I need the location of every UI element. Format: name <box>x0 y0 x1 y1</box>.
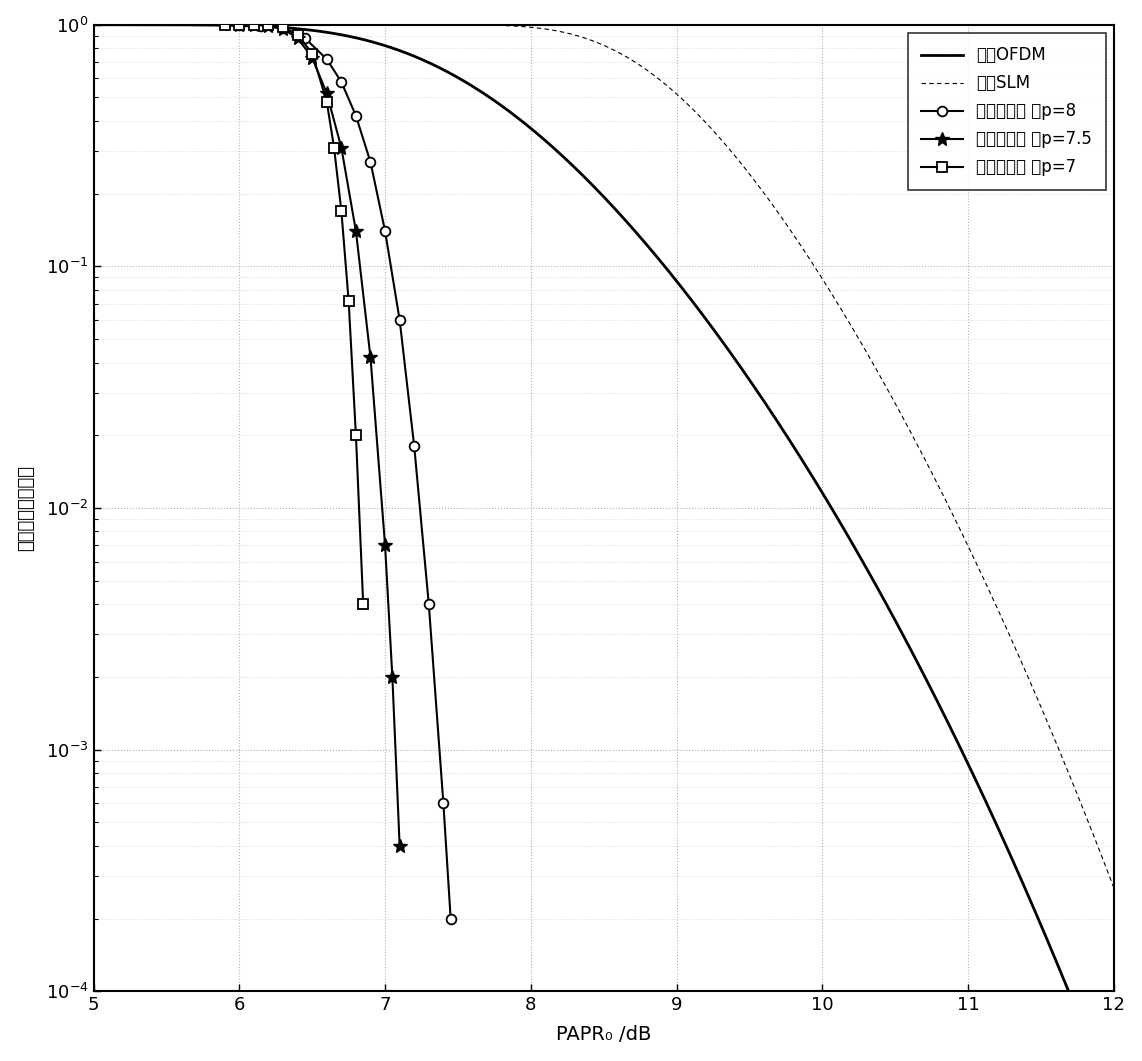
本发明方案 当p=7.5 <box>363 351 377 364</box>
本发明方案 当p=8 <box>393 314 407 327</box>
本发明方案 当p=8 <box>335 75 348 88</box>
本发明方案 当p=7 <box>335 205 348 218</box>
本发明方案 当p=7 <box>328 141 341 154</box>
Line: 原始SLM: 原始SLM <box>94 24 1113 888</box>
原始OFDM <box>87 18 100 31</box>
本发明方案 当p=7.5 <box>276 22 290 35</box>
本发明方案 当p=7 <box>233 18 247 31</box>
原始OFDM <box>1077 1024 1091 1037</box>
原始SLM <box>890 400 903 413</box>
本发明方案 当p=7 <box>305 47 319 59</box>
本发明方案 当p=7.5 <box>378 539 392 552</box>
本发明方案 当p=8 <box>349 109 363 122</box>
Legend: 原始OFDM, 原始SLM, 本发明方案 当p=8, 本发明方案 当p=7.5, 本发明方案 当p=7: 原始OFDM, 原始SLM, 本发明方案 当p=8, 本发明方案 当p=7.5,… <box>908 33 1105 190</box>
原始OFDM <box>139 18 153 31</box>
本发明方案 当p=8 <box>378 225 392 238</box>
X-axis label: PAPR₀ /dB: PAPR₀ /dB <box>556 1025 651 1044</box>
本发明方案 当p=8 <box>233 18 247 31</box>
本发明方案 当p=7.5 <box>262 19 275 32</box>
本发明方案 当p=8 <box>255 19 268 32</box>
Line: 原始OFDM: 原始OFDM <box>94 24 1113 1061</box>
本发明方案 当p=7 <box>247 18 260 31</box>
原始OFDM <box>1077 1023 1091 1036</box>
原始SLM <box>1077 805 1091 818</box>
本发明方案 当p=7.5 <box>305 51 319 64</box>
原始SLM <box>1077 804 1091 817</box>
本发明方案 当p=7 <box>262 19 275 32</box>
本发明方案 当p=8 <box>436 797 450 810</box>
原始SLM <box>556 25 570 38</box>
Line: 本发明方案 当p=8: 本发明方案 当p=8 <box>234 20 456 923</box>
本发明方案 当p=7.5 <box>393 839 407 852</box>
原始OFDM <box>556 150 570 162</box>
原始SLM <box>1107 882 1120 894</box>
本发明方案 当p=8 <box>320 53 333 66</box>
本发明方案 当p=8 <box>408 440 421 453</box>
本发明方案 当p=7.5 <box>335 141 348 154</box>
本发明方案 当p=7.5 <box>320 87 333 100</box>
原始SLM <box>582 33 596 46</box>
本发明方案 当p=7 <box>349 429 363 441</box>
本发明方案 当p=7.5 <box>349 225 363 238</box>
Y-axis label: 互补累积分布函数: 互补累积分布函数 <box>17 465 34 551</box>
原始SLM <box>139 18 153 31</box>
Line: 本发明方案 当p=7.5: 本发明方案 当p=7.5 <box>232 18 407 853</box>
本发明方案 当p=8 <box>421 597 435 610</box>
原始OFDM <box>890 618 903 630</box>
本发明方案 当p=7 <box>341 295 355 308</box>
本发明方案 当p=7.5 <box>291 32 305 45</box>
本发明方案 当p=7 <box>218 18 232 31</box>
本发明方案 当p=7 <box>276 21 290 34</box>
本发明方案 当p=8 <box>276 21 290 34</box>
本发明方案 当p=8 <box>363 156 377 169</box>
本发明方案 当p=8 <box>444 912 458 925</box>
本发明方案 当p=7.5 <box>233 18 247 31</box>
本发明方案 当p=7.5 <box>386 671 400 683</box>
原始OFDM <box>582 176 596 189</box>
本发明方案 当p=7 <box>291 29 305 41</box>
原始SLM <box>87 18 100 31</box>
本发明方案 当p=7 <box>356 597 370 610</box>
本发明方案 当p=7.5 <box>247 18 260 31</box>
Line: 本发明方案 当p=7: 本发明方案 当p=7 <box>220 20 368 609</box>
本发明方案 当p=7 <box>320 95 333 108</box>
本发明方案 当p=8 <box>298 32 312 45</box>
